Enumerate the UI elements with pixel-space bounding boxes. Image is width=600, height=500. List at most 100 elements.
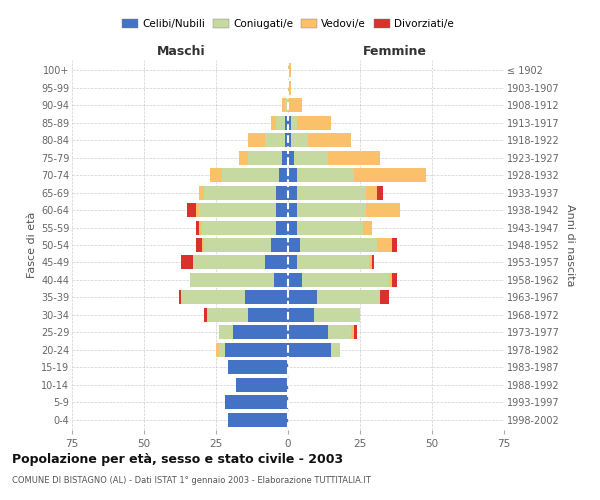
- Text: Maschi: Maschi: [157, 46, 206, 59]
- Bar: [288, 290, 317, 304]
- Bar: [363, 220, 371, 234]
- Bar: [366, 186, 377, 200]
- Bar: [282, 98, 285, 112]
- Bar: [233, 326, 288, 339]
- Bar: [288, 168, 296, 182]
- Bar: [288, 98, 302, 112]
- Bar: [392, 238, 397, 252]
- Bar: [277, 116, 285, 130]
- Bar: [277, 186, 288, 200]
- Bar: [248, 134, 265, 147]
- Text: COMUNE DI BISTAGNO (AL) - Dati ISTAT 1° gennaio 2003 - Elaborazione TUTTITALIA.I: COMUNE DI BISTAGNO (AL) - Dati ISTAT 1° …: [12, 476, 371, 485]
- Bar: [317, 290, 380, 304]
- Legend: Celibi/Nubili, Coniugati/e, Vedovi/e, Divorziati/e: Celibi/Nubili, Coniugati/e, Vedovi/e, Di…: [120, 17, 456, 32]
- Bar: [227, 412, 288, 426]
- Bar: [377, 186, 383, 200]
- Bar: [377, 238, 392, 252]
- Bar: [288, 220, 296, 234]
- Bar: [274, 273, 288, 287]
- Bar: [210, 168, 222, 182]
- Bar: [208, 308, 248, 322]
- Bar: [354, 326, 357, 339]
- Bar: [296, 256, 368, 270]
- Bar: [265, 256, 288, 270]
- Bar: [389, 273, 392, 287]
- Bar: [245, 290, 288, 304]
- Bar: [280, 168, 288, 182]
- Bar: [285, 98, 288, 112]
- Bar: [296, 116, 331, 130]
- Bar: [265, 134, 285, 147]
- Bar: [288, 326, 328, 339]
- Bar: [366, 203, 400, 217]
- Bar: [205, 308, 208, 322]
- Bar: [199, 186, 205, 200]
- Bar: [227, 360, 288, 374]
- Bar: [288, 64, 291, 78]
- Text: Popolazione per età, sesso e stato civile - 2003: Popolazione per età, sesso e stato civil…: [12, 452, 343, 466]
- Y-axis label: Anni di nascita: Anni di nascita: [565, 204, 575, 286]
- Bar: [181, 256, 193, 270]
- Bar: [288, 256, 296, 270]
- Bar: [302, 273, 389, 287]
- Bar: [380, 290, 389, 304]
- Bar: [291, 116, 296, 130]
- Bar: [205, 186, 277, 200]
- Bar: [187, 203, 196, 217]
- Bar: [236, 378, 288, 392]
- Bar: [277, 203, 288, 217]
- Bar: [239, 151, 248, 164]
- Bar: [179, 290, 181, 304]
- Bar: [190, 273, 274, 287]
- Bar: [219, 342, 224, 356]
- Bar: [196, 238, 202, 252]
- Bar: [285, 134, 288, 147]
- Bar: [196, 203, 199, 217]
- Bar: [271, 238, 288, 252]
- Bar: [222, 168, 280, 182]
- Bar: [181, 290, 245, 304]
- Bar: [296, 203, 366, 217]
- Bar: [288, 151, 294, 164]
- Bar: [224, 342, 288, 356]
- Bar: [308, 134, 352, 147]
- Bar: [202, 220, 277, 234]
- Bar: [328, 151, 380, 164]
- Bar: [205, 238, 271, 252]
- Bar: [288, 203, 296, 217]
- Bar: [328, 326, 352, 339]
- Bar: [352, 326, 354, 339]
- Bar: [368, 256, 371, 270]
- Bar: [288, 273, 302, 287]
- Text: Femmine: Femmine: [362, 46, 427, 59]
- Bar: [219, 326, 233, 339]
- Bar: [193, 256, 265, 270]
- Bar: [285, 116, 288, 130]
- Bar: [291, 134, 308, 147]
- Bar: [282, 151, 288, 164]
- Bar: [296, 168, 354, 182]
- Bar: [299, 238, 377, 252]
- Bar: [314, 308, 360, 322]
- Bar: [331, 342, 340, 356]
- Bar: [248, 151, 282, 164]
- Bar: [288, 238, 299, 252]
- Bar: [288, 186, 296, 200]
- Bar: [202, 238, 205, 252]
- Bar: [296, 186, 366, 200]
- Bar: [288, 342, 331, 356]
- Bar: [354, 168, 426, 182]
- Bar: [196, 220, 199, 234]
- Bar: [199, 220, 202, 234]
- Bar: [271, 116, 277, 130]
- Bar: [294, 151, 328, 164]
- Bar: [199, 203, 277, 217]
- Bar: [392, 273, 397, 287]
- Bar: [288, 81, 291, 95]
- Bar: [296, 220, 363, 234]
- Bar: [216, 342, 219, 356]
- Bar: [288, 116, 291, 130]
- Bar: [224, 395, 288, 409]
- Bar: [288, 134, 291, 147]
- Y-axis label: Fasce di età: Fasce di età: [26, 212, 37, 278]
